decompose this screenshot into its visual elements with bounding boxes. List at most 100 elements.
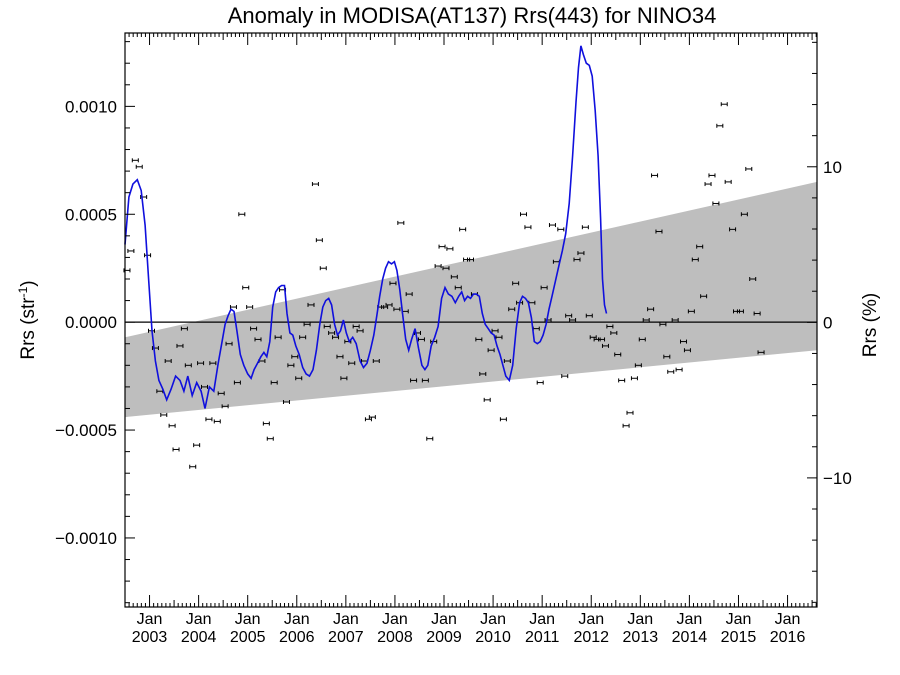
x-tick-month-label: Jan	[137, 611, 163, 628]
x-tick-year-label: 2012	[573, 629, 609, 646]
anomaly-point	[336, 354, 344, 359]
anomaly-point	[352, 324, 360, 329]
y-axis-right: 10 0 −10	[807, 41, 852, 603]
x-tick-year-label: 2008	[377, 629, 413, 646]
anomaly-point	[659, 322, 667, 327]
anomaly-point	[459, 227, 467, 232]
x-tick-year-label: 2013	[623, 629, 659, 646]
anomaly-point	[221, 404, 229, 409]
anomaly-point	[467, 257, 475, 262]
anomaly-point	[389, 281, 397, 286]
anomaly-point	[696, 244, 704, 249]
anomaly-point	[282, 400, 290, 404]
anomaly-point	[655, 229, 663, 234]
x-tick-year-label: 2015	[721, 629, 757, 646]
anomaly-point	[581, 225, 589, 230]
anomaly-point	[671, 318, 679, 322]
anomaly-point	[736, 309, 744, 314]
anomaly-point	[328, 330, 336, 335]
anomaly-point	[557, 227, 565, 232]
anomaly-point	[638, 337, 646, 342]
anomaly-point	[716, 123, 724, 128]
anomaly-point	[589, 335, 597, 340]
anomaly-point	[622, 423, 630, 428]
anomaly-point	[303, 322, 311, 327]
anomaly-point	[573, 257, 581, 262]
anomaly-point	[372, 359, 380, 363]
anomaly-point	[176, 343, 184, 348]
x-tick-month-label: Jan	[627, 611, 653, 628]
anomaly-point	[299, 335, 307, 340]
anomaly-point	[503, 359, 511, 363]
anomaly-point	[127, 248, 135, 253]
anomaly-point	[225, 341, 233, 346]
anomaly-point	[238, 212, 246, 217]
anomaly-point	[315, 238, 323, 243]
anomaly-point	[319, 266, 327, 271]
anomaly-point	[356, 328, 364, 333]
anomaly-point	[426, 436, 434, 441]
anomaly-point	[274, 335, 282, 340]
anomaly-point	[135, 164, 143, 169]
anomaly-point	[536, 380, 544, 385]
anomaly-point	[610, 330, 618, 335]
anomaly-point	[323, 324, 331, 329]
anomaly-point	[729, 227, 737, 232]
x-tick-month-label: Jan	[284, 611, 310, 628]
anomaly-point	[242, 285, 250, 290]
x-tick-year-label: 2006	[279, 629, 315, 646]
y-tick-label: 0.0005	[65, 205, 117, 224]
anomaly-point	[724, 179, 732, 184]
anomaly-point	[708, 173, 716, 178]
x-tick-month-label: Jan	[235, 611, 261, 628]
anomaly-point	[630, 376, 638, 381]
anomaly-point	[598, 337, 606, 342]
anomaly-point	[311, 182, 319, 187]
x-tick-year-label: 2014	[672, 629, 708, 646]
x-tick-year-label: 2010	[475, 629, 511, 646]
x-tick-month-label: Jan	[726, 611, 752, 628]
anomaly-point	[487, 348, 495, 353]
anomaly-point	[180, 326, 188, 331]
anomaly-point	[618, 378, 626, 383]
anomaly-point	[189, 464, 197, 469]
anomaly-point	[446, 246, 454, 251]
anomaly-point	[651, 173, 659, 178]
anomaly-point	[663, 354, 671, 359]
anomaly-point	[250, 326, 258, 331]
anomaly-point	[634, 363, 642, 368]
y-axis-label: Rrs (str-1)	[16, 280, 39, 359]
anomaly-point	[287, 363, 295, 368]
anomaly-point	[700, 294, 708, 299]
anomaly-point	[687, 309, 695, 314]
anomaly-point	[172, 447, 180, 452]
anomaly-point	[745, 166, 753, 171]
anomaly-point	[614, 352, 622, 357]
x-tick-year-label: 2011	[525, 629, 560, 646]
y2-axis-label: Rrs (%)	[860, 293, 881, 357]
anomaly-point	[442, 266, 450, 271]
anomaly-point	[340, 376, 348, 381]
x-tick-year-label: 2005	[230, 629, 266, 646]
anomaly-point	[364, 417, 372, 422]
anomaly-point	[348, 361, 356, 366]
smoothed-anomaly-line	[124, 45, 608, 409]
anomaly-point	[160, 412, 168, 417]
x-tick-year-label: 2016	[770, 629, 806, 646]
anomaly-point	[417, 337, 425, 342]
anomaly-point	[213, 419, 221, 424]
anomaly-point	[291, 354, 299, 359]
anomaly-point	[680, 339, 688, 344]
anomaly-point	[479, 371, 487, 376]
y-tick-label: 0.0010	[65, 97, 117, 116]
anomaly-point	[450, 274, 458, 279]
y2-tick-label: 10	[823, 158, 842, 177]
anomaly-point	[491, 328, 499, 333]
anomaly-point	[438, 244, 446, 249]
anomaly-point	[421, 378, 429, 383]
anomaly-point	[397, 220, 405, 225]
anomaly-point	[246, 305, 254, 310]
anomaly-point	[368, 415, 376, 420]
anomaly-point	[626, 410, 634, 415]
anomaly-point	[565, 313, 573, 318]
